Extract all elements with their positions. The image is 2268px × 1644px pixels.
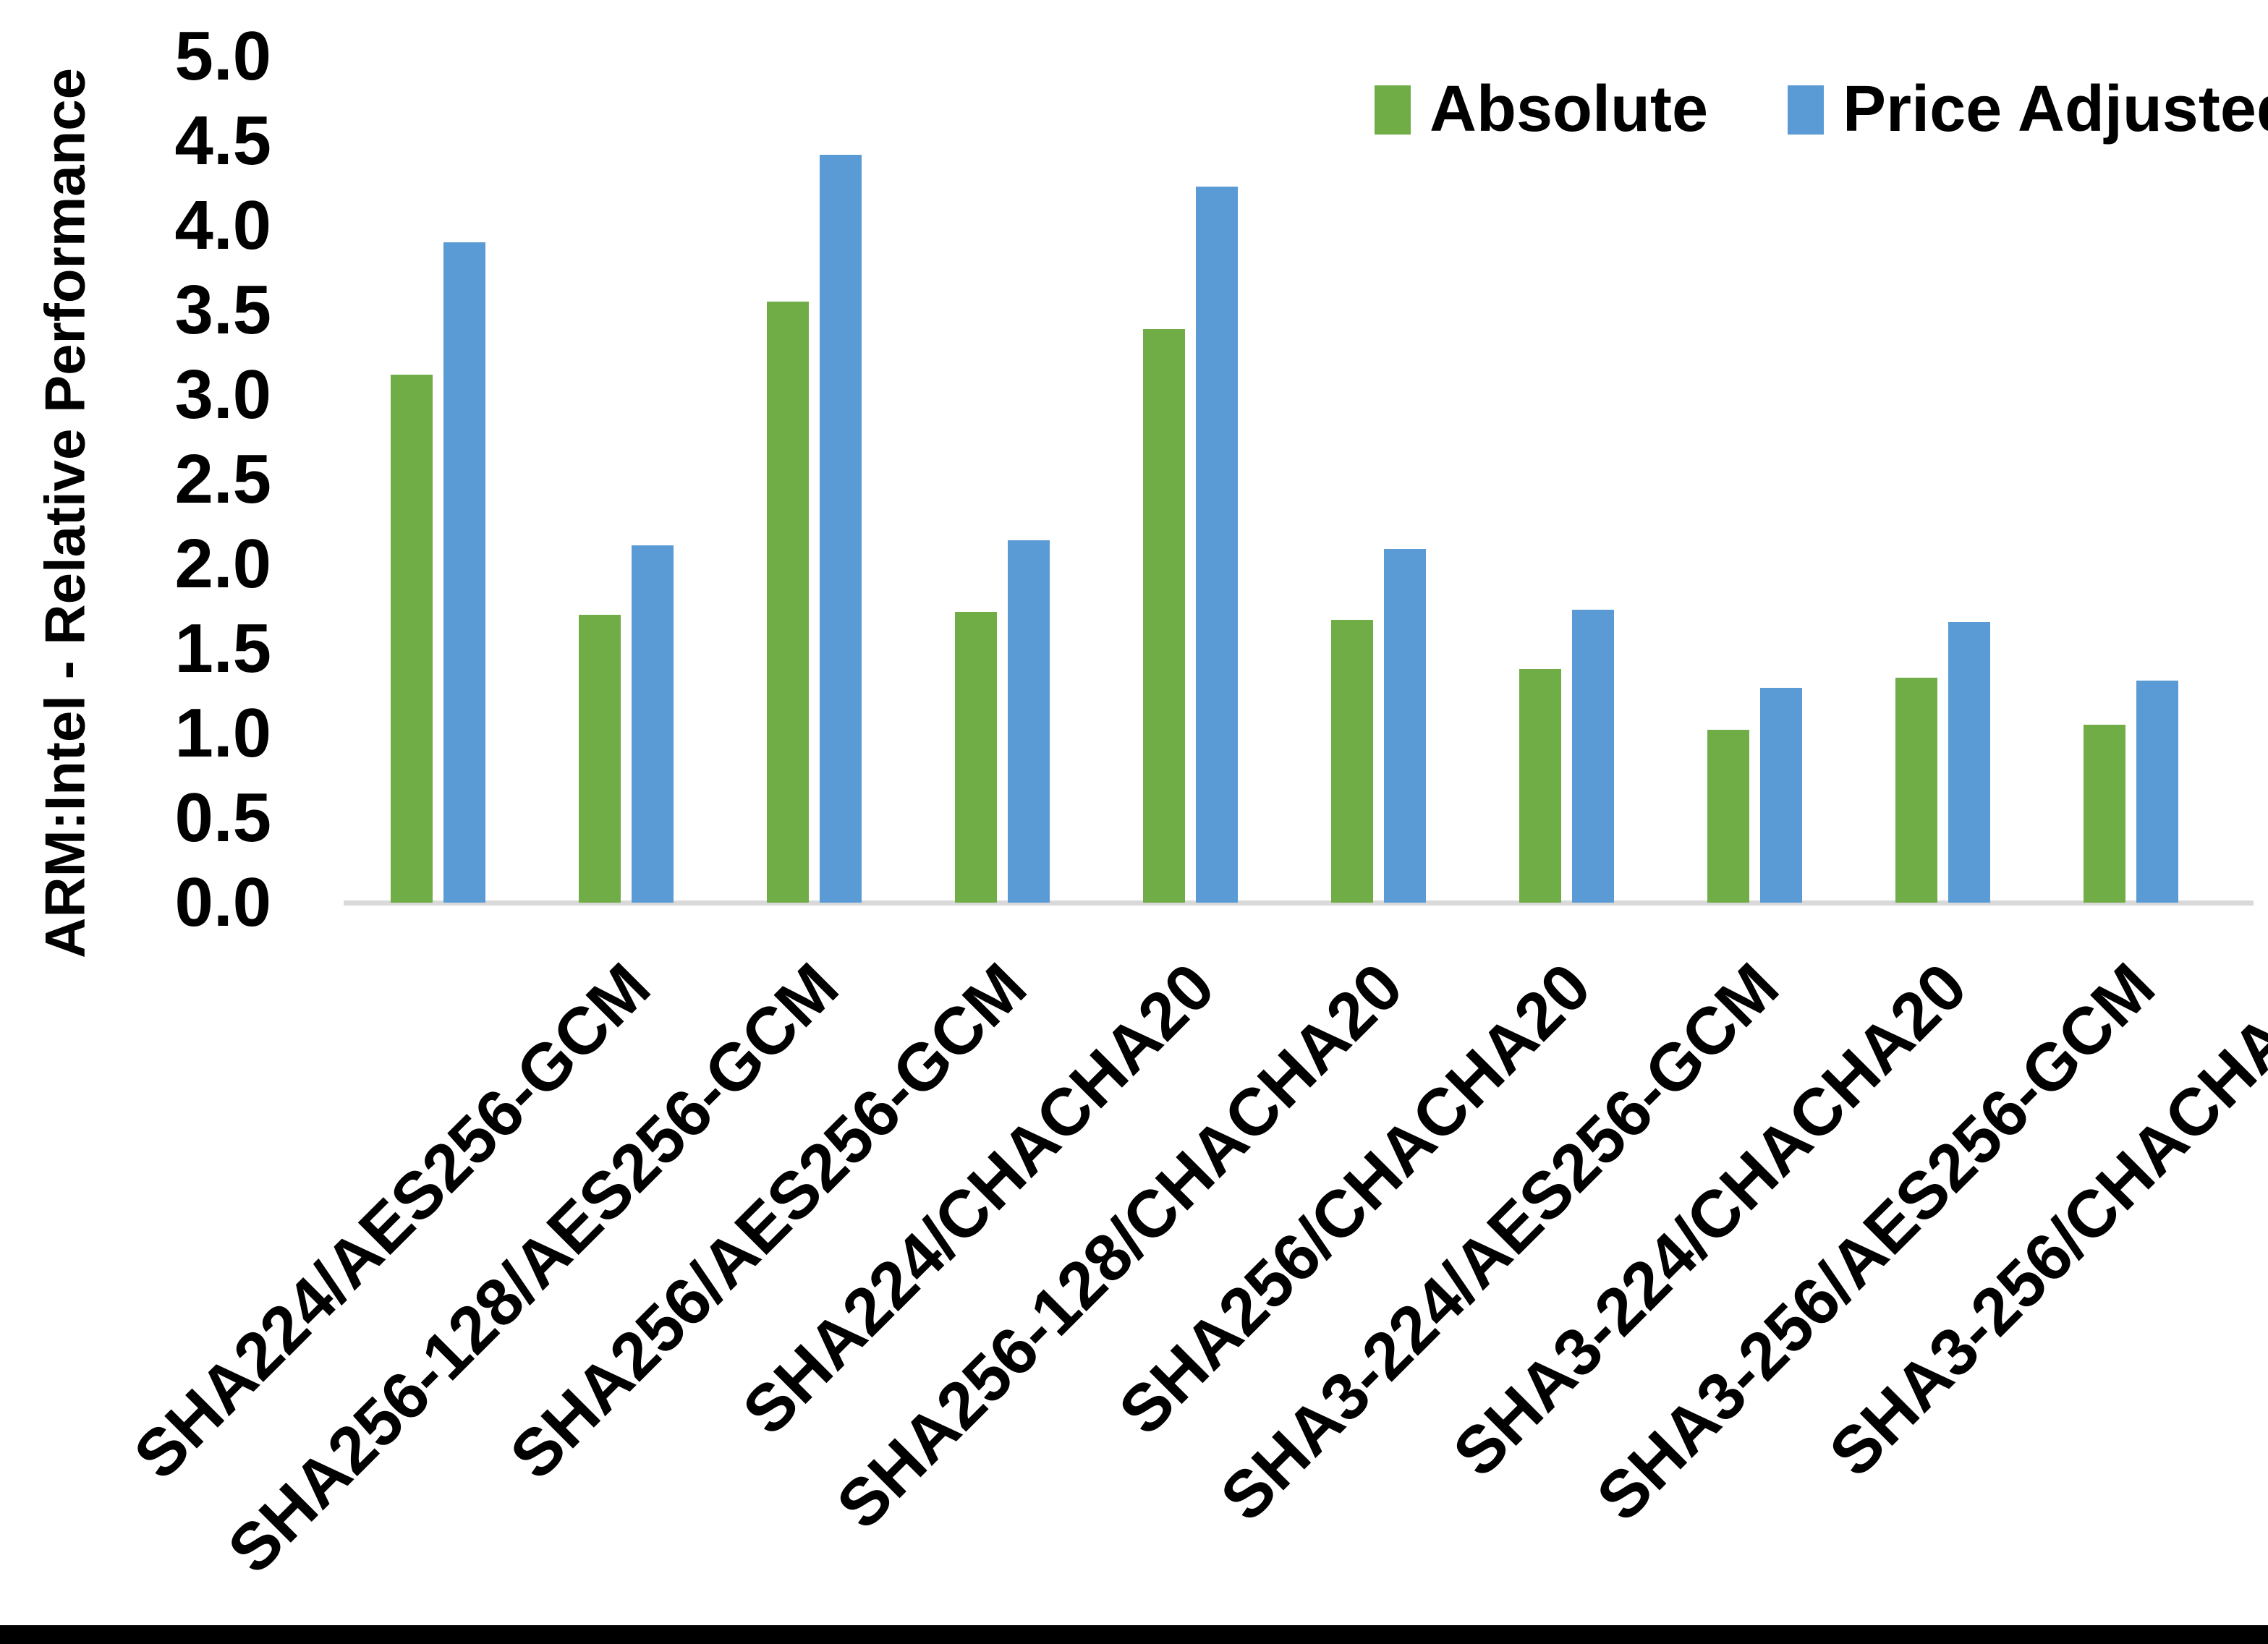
bar-absolute-8 (1895, 677, 1937, 903)
bar-price-adjusted-5 (1384, 548, 1426, 903)
bottom-border (0, 1625, 2268, 1644)
bar-absolute-1 (579, 615, 621, 903)
y-tick-label-5.0: 5.0 (174, 17, 271, 95)
bar-absolute-3 (955, 611, 997, 903)
bar-price-adjusted-1 (632, 545, 674, 903)
y-tick-label-0.5: 0.5 (174, 779, 271, 856)
bar-price-adjusted-7 (1760, 687, 1802, 903)
legend-label-absolute: Absolute (1430, 73, 1709, 145)
bar-absolute-9 (2084, 725, 2125, 903)
y-tick-label-3.5: 3.5 (174, 271, 271, 349)
bar-absolute-0 (391, 374, 433, 903)
legend: Absolute Price Adjusted (1375, 72, 2268, 147)
y-tick-label-2.5: 2.5 (174, 440, 271, 518)
bar-price-adjusted-6 (1572, 610, 1614, 903)
bar-price-adjusted-2 (820, 154, 862, 903)
y-tick-label-3.0: 3.0 (174, 356, 271, 433)
bar-absolute-7 (1707, 730, 1749, 903)
y-tick-label-4.5: 4.5 (174, 102, 271, 179)
legend-label-price-adjusted: Price Adjusted (1843, 73, 2268, 145)
y-tick-label-1.5: 1.5 (174, 610, 271, 687)
y-tick-label-1.0: 1.0 (174, 694, 271, 772)
x-axis-line (344, 900, 2254, 906)
legend-swatch-price-adjusted-icon (1788, 85, 1825, 135)
y-tick-label-4.0: 4.0 (174, 187, 271, 264)
bar-price-adjusted-3 (1008, 540, 1050, 903)
bar-price-adjusted-4 (1196, 187, 1238, 903)
bar-price-adjusted-9 (2136, 681, 2178, 903)
y-tick-label-0.0: 0.0 (174, 864, 271, 941)
bar-absolute-6 (1519, 669, 1561, 903)
bar-absolute-5 (1331, 620, 1373, 903)
bar-absolute-4 (1143, 328, 1185, 903)
bar-price-adjusted-8 (1948, 621, 1990, 903)
legend-item-absolute: Absolute (1375, 72, 1708, 147)
legend-swatch-absolute-icon (1375, 85, 1411, 135)
bar-price-adjusted-0 (443, 242, 485, 903)
legend-item-price-adjusted: Price Adjusted (1788, 72, 2268, 147)
bar-absolute-2 (767, 302, 809, 903)
y-tick-label-2.0: 2.0 (174, 525, 271, 602)
